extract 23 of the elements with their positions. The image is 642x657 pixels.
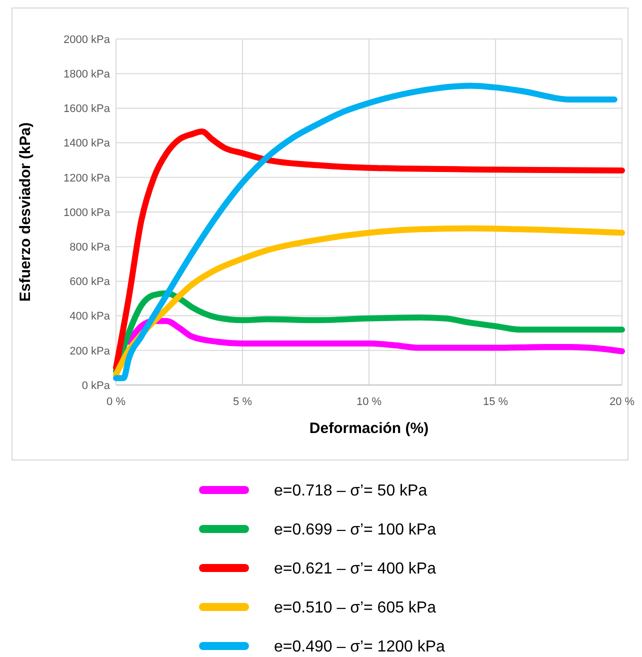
- x-tick-label: 0 %: [106, 396, 126, 408]
- legend-label: e=0.490 – σ’= 1200 kPa: [274, 638, 445, 656]
- legend-label: e=0.718 – σ’= 50 kPa: [274, 482, 428, 500]
- x-tick-label: 20 %: [609, 396, 635, 408]
- y-tick-label: 1400 kPa: [64, 138, 111, 150]
- x-tick-label: 5 %: [233, 396, 252, 408]
- y-tick-label: 400 kPa: [70, 310, 111, 323]
- y-axis-title: Esfuerzo desviador (kPa): [17, 122, 34, 302]
- y-tick-label: 800 kPa: [70, 241, 111, 254]
- legend-label: e=0.621 – σ’= 400 kPa: [274, 560, 436, 578]
- x-tick-label: 15 %: [482, 396, 508, 408]
- x-axis-title: Deformación (%): [309, 420, 429, 437]
- y-tick-label: 1800 kPa: [64, 68, 111, 80]
- legend-label: e=0.510 – σ’= 605 kPa: [274, 600, 436, 617]
- y-tick-label: 1000 kPa: [64, 206, 111, 219]
- y-tick-label: 0 kPa: [82, 380, 111, 392]
- x-tick-label: 10 %: [356, 396, 382, 408]
- y-tick-label: 2000 kPa: [64, 34, 111, 46]
- legend-label: e=0.699 – σ’= 100 kPa: [274, 522, 436, 539]
- y-tick-label: 200 kPa: [70, 345, 111, 358]
- y-tick-label: 600 kPa: [70, 276, 111, 288]
- y-tick-label: 1600 kPa: [64, 103, 111, 116]
- y-tick-label: 1200 kPa: [64, 172, 111, 184]
